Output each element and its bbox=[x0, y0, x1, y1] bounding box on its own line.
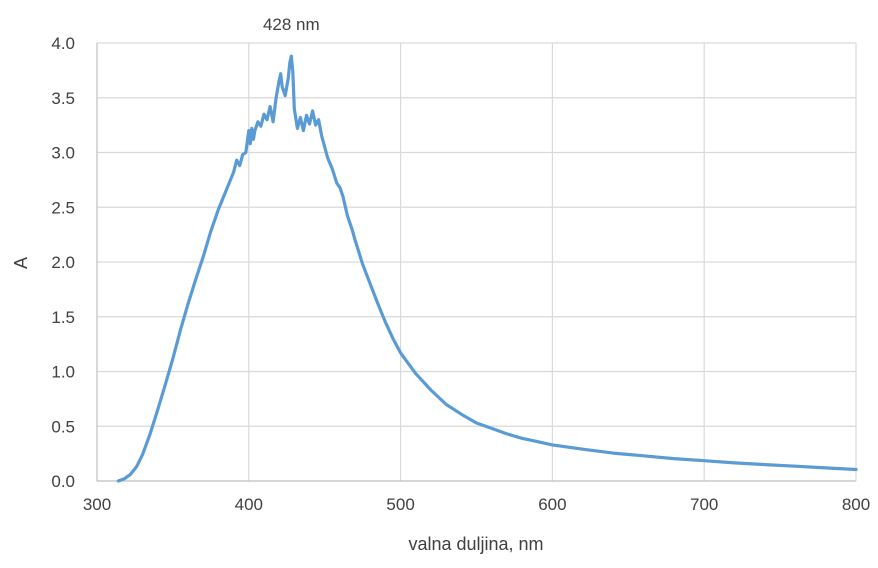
x-tick-label: 800 bbox=[842, 495, 870, 514]
y-tick-label: 0.0 bbox=[51, 472, 75, 491]
y-tick-label: 2.0 bbox=[51, 253, 75, 272]
y-axis-title: A bbox=[11, 257, 31, 269]
x-tick-label: 400 bbox=[235, 495, 263, 514]
y-tick-label: 0.5 bbox=[51, 417, 75, 436]
y-tick-label: 3.0 bbox=[51, 144, 75, 163]
y-tick-label: 3.5 bbox=[51, 89, 75, 108]
label-layer: 0.0 0.5 1.0 1.5 2.0 2.5 3.0 3.5 4.0 300 400 500 600 7… bbox=[51, 15, 870, 514]
peak-annotation-label: 428 nm bbox=[263, 15, 320, 34]
y-tick-label: 2.5 bbox=[51, 198, 75, 217]
series-layer bbox=[116, 54, 858, 483]
grid-layer bbox=[97, 42, 857, 481]
x-tick-label: 600 bbox=[538, 495, 566, 514]
y-tick-label: 1.5 bbox=[51, 308, 75, 327]
x-tick-label: 300 bbox=[83, 495, 111, 514]
x-tick-label: 700 bbox=[690, 495, 718, 514]
y-tick-label: 4.0 bbox=[51, 34, 75, 53]
x-axis-title: valna duljina, nm bbox=[408, 534, 543, 554]
x-tick-label: 500 bbox=[386, 495, 414, 514]
y-tick-label: 1.0 bbox=[51, 363, 75, 382]
absorbance-series-line bbox=[116, 54, 858, 483]
axis-layer bbox=[96, 43, 856, 482]
